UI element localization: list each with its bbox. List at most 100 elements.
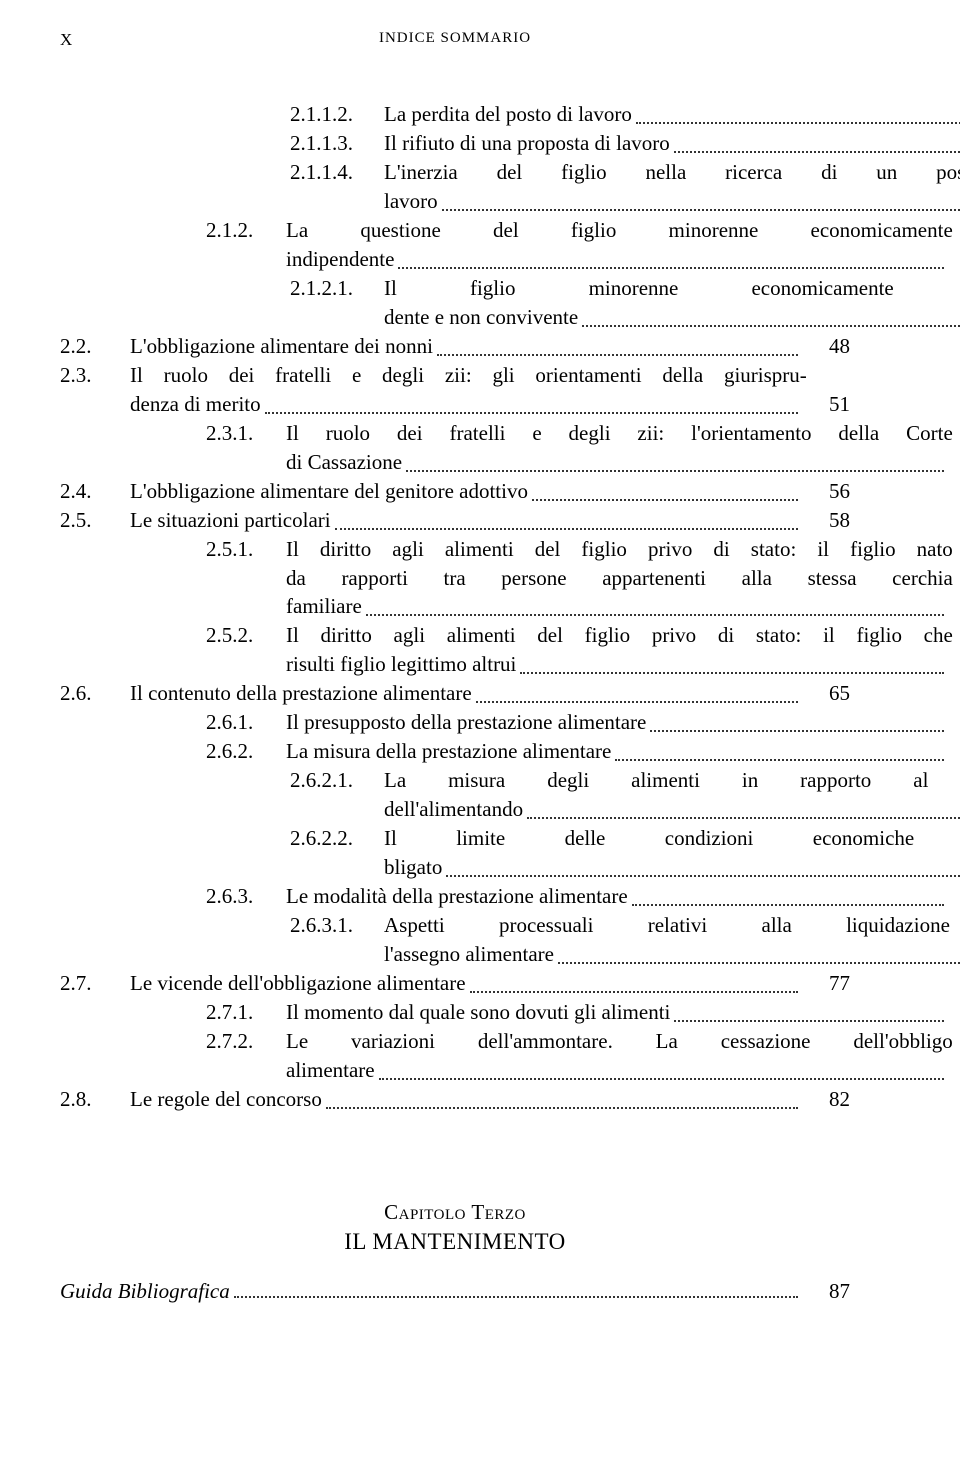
toc-entry-text: Le regole del concorso — [130, 1085, 322, 1114]
toc-entry-number: 2.1.2. — [206, 216, 286, 245]
toc-entry-body: Le variazioni dell'ammontare. La cessazi… — [286, 1027, 960, 1085]
dot-leader — [437, 332, 798, 356]
toc-entry-text: Il rifiuto di una proposta di lavoro — [384, 129, 670, 158]
toc-entry-number: 2.8. — [60, 1085, 130, 1114]
toc-entry: 2.2.L'obbligazione alimentare dei nonni4… — [60, 332, 850, 361]
toc-line-spacer — [953, 216, 960, 245]
toc-entry-text: Il contenuto della prestazione alimentar… — [130, 679, 472, 708]
toc-entry-page: 79 — [950, 1056, 960, 1085]
dot-leader — [442, 187, 960, 211]
toc-entry-text: Il figlio minorenne economicamente indip… — [384, 274, 960, 303]
toc-entry-line: Il rifiuto di una proposta di lavoro42 — [384, 129, 960, 158]
toc-entry-body: Le vicende dell'obbligazione alimentare7… — [130, 969, 850, 998]
chapter-eyebrow: Capitolo Terzo — [60, 1200, 850, 1225]
toc-entry-page: 65 — [804, 679, 850, 708]
toc-entry-text: dell'alimentando — [384, 795, 523, 824]
toc-entry: 2.1.1.3.Il rifiuto di una proposta di la… — [60, 129, 960, 158]
toc-entry-line: L'obbligazione alimentare dei nonni48 — [130, 332, 850, 361]
dot-leader — [379, 1056, 944, 1080]
toc-entry-body: Il diritto agli alimenti del figlio priv… — [286, 621, 960, 679]
toc-entry-text: Il diritto agli alimenti del figlio priv… — [286, 535, 953, 564]
toc-entry-line: familiare59 — [286, 592, 960, 621]
toc-entry: 2.3.1.Il ruolo dei fratelli e degli zii:… — [60, 419, 960, 477]
dot-leader — [527, 795, 960, 819]
toc-entry: 2.6.2.1.La misura degli alimenti in rapp… — [60, 766, 960, 824]
toc-line-spacer — [953, 621, 960, 650]
toc-entry: 2.7.1.Il momento dal quale sono dovuti g… — [60, 998, 960, 1027]
toc-entry: 2.6.3.1.Aspetti processuali relativi all… — [60, 911, 960, 969]
toc-entry-line: L'obbligazione alimentare del genitore a… — [130, 477, 850, 506]
toc-entry-text: La perdita del posto di lavoro — [384, 100, 632, 129]
toc-entry-number: 2.6.3. — [206, 882, 286, 911]
toc-entry-body: Il presupposto della prestazione aliment… — [286, 708, 960, 737]
toc-entry: 2.6.2.2.Il limite delle condizioni econo… — [60, 824, 960, 882]
toc-entry-number: 2.1.2.1. — [290, 274, 384, 303]
toc-entry-number: 2.4. — [60, 477, 130, 506]
toc-entry-line: da rapporti tra persone appartenenti all… — [286, 564, 960, 593]
toc-entry: 2.5.2.Il diritto agli alimenti del figli… — [60, 621, 960, 679]
toc-entry-body: Il figlio minorenne economicamente indip… — [384, 274, 960, 332]
dot-leader — [234, 1296, 798, 1298]
dot-leader — [636, 100, 960, 124]
dot-leader — [650, 708, 944, 732]
toc-entry-body: Il diritto agli alimenti del figlio priv… — [286, 535, 960, 622]
toc-entry-page: 54 — [950, 448, 960, 477]
toc-entry: 2.6.1.Il presupposto della prestazione a… — [60, 708, 960, 737]
toc-entry-number: 2.5.1. — [206, 535, 286, 564]
toc-entry-line: indipendente45 — [286, 245, 960, 274]
page-number: X — [60, 30, 100, 50]
toc-entry-body: Il contenuto della prestazione alimentar… — [130, 679, 850, 708]
toc-entry-number: 2.6.3.1. — [290, 911, 384, 940]
toc-entry-text: familiare — [286, 592, 362, 621]
toc-entry-text: lavoro — [384, 187, 438, 216]
toc-entry-body: Il ruolo dei fratelli e degli zii: l'ori… — [286, 419, 960, 477]
toc-entry-body: L'obbligazione alimentare del genitore a… — [130, 477, 850, 506]
bibliography-guide-page: 87 — [804, 1279, 850, 1304]
toc-entry: 2.4.L'obbligazione alimentare del genito… — [60, 477, 850, 506]
dot-leader — [674, 998, 944, 1022]
toc-entry-line: l'assegno alimentare75 — [384, 940, 960, 969]
toc-entry-line: Le modalità della prestazione alimentare… — [286, 882, 960, 911]
toc-entry-page: 77 — [950, 998, 960, 1027]
bibliography-guide-label: Guida Bibliografica — [60, 1279, 230, 1304]
toc-entry: 2.8.Le regole del concorso 82 — [60, 1085, 850, 1114]
toc-entry-page: 51 — [804, 390, 850, 419]
dot-leader — [615, 737, 944, 761]
toc-entry-body: Il limite delle condizioni economiche de… — [384, 824, 960, 882]
toc-line-spacer — [953, 1027, 960, 1056]
toc-entry-text: L'inerzia del figlio nella ricerca di un… — [384, 158, 960, 187]
page-content: X INDICE SOMMARIO 2.1.1.2.La perdita del… — [0, 0, 960, 1468]
toc-entry-line: La misura della prestazione alimentare66 — [286, 737, 960, 766]
toc-entry-text: Le vicende dell'obbligazione alimentare — [130, 969, 466, 998]
toc-entry-number: 2.6.1. — [206, 708, 286, 737]
toc-entry-body: La questione del figlio minorenne econom… — [286, 216, 960, 274]
toc-entry-text: Il ruolo dei fratelli e degli zii: gli o… — [130, 361, 807, 390]
toc-entry-line: dell'alimentando67 — [384, 795, 960, 824]
toc-entry-line: Il limite delle condizioni economiche de… — [384, 824, 960, 853]
toc-entry-text: Le modalità della prestazione alimentare — [286, 882, 628, 911]
toc-entry-text: di Cassazione — [286, 448, 402, 477]
dot-leader — [476, 679, 798, 703]
toc-entry-line: Aspetti processuali relativi alla liquid… — [384, 911, 960, 940]
toc-entry-text: L'obbligazione alimentare dei nonni — [130, 332, 433, 361]
toc-entry-number: 2.3. — [60, 361, 130, 390]
toc-entry-text: dente e non convivente — [384, 303, 578, 332]
toc-entry-line: La misura degli alimenti in rapporto al … — [384, 766, 960, 795]
toc-entry-number: 2.5.2. — [206, 621, 286, 650]
toc-entry-body: Le regole del concorso 82 — [130, 1085, 850, 1114]
toc-entry-line: risulti figlio legittimo altrui63 — [286, 650, 960, 679]
chapter-title: IL MANTENIMENTO — [60, 1229, 850, 1255]
toc-entry-body: La misura degli alimenti in rapporto al … — [384, 766, 960, 824]
toc-entry-line: Le situazioni particolari58 — [130, 506, 850, 535]
toc-entry-text: Il presupposto della prestazione aliment… — [286, 708, 646, 737]
toc-entry: 2.3.Il ruolo dei fratelli e degli zii: g… — [60, 361, 850, 419]
toc-entry-number: 2.7.2. — [206, 1027, 286, 1056]
toc-entry-page: 82 — [804, 1085, 850, 1114]
toc-entry-body: Il ruolo dei fratelli e degli zii: gli o… — [130, 361, 850, 419]
toc-entry-text: Le situazioni particolari — [130, 506, 331, 535]
dot-leader — [674, 129, 960, 153]
toc-entry-page: 72 — [950, 882, 960, 911]
dot-leader — [335, 506, 798, 530]
toc-entry: 2.7.2.Le variazioni dell'ammontare. La c… — [60, 1027, 960, 1085]
toc-entry-text: risulti figlio legittimo altrui — [286, 650, 516, 679]
